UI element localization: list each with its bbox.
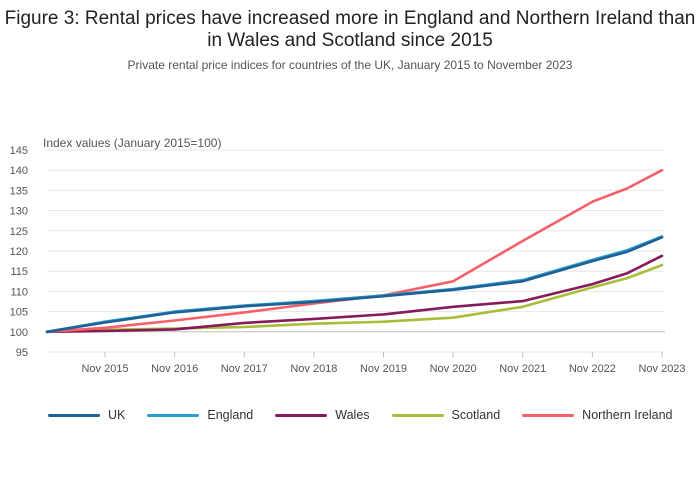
x-tick-label: Nov 2023 xyxy=(638,363,685,375)
chart-subtitle: Private rental price indices for countri… xyxy=(127,58,573,72)
y-axis-ticks: 95 100 105 110 115 120 125 130 135 140 145 xyxy=(10,145,28,359)
chart-title: Figure 3: Rental prices have increased m… xyxy=(4,8,696,51)
legend-item-scotland[interactable]: Scotland xyxy=(391,408,501,422)
y-tick-label: 95 xyxy=(16,347,28,359)
legend-swatch xyxy=(275,413,328,417)
series-line-uk xyxy=(45,236,664,334)
legend-swatch xyxy=(391,413,444,417)
legend-label: Northern Ireland xyxy=(582,408,673,422)
legend-label: Wales xyxy=(335,408,370,422)
x-axis-ticks: Nov 2015 Nov 2016 Nov 2017 Nov 2018 Nov 2019… xyxy=(81,352,686,375)
legend-label: Scotland xyxy=(451,408,501,422)
legend-item-uk[interactable]: UK xyxy=(48,408,125,422)
x-tick-label: Nov 2017 xyxy=(221,363,268,375)
legend-swatch xyxy=(147,413,200,417)
legend-item-northern-ireland[interactable]: Northern Ireland xyxy=(522,408,673,422)
y-tick-label: 120 xyxy=(10,246,28,258)
legend-swatch xyxy=(48,413,100,417)
legend-swatch xyxy=(522,413,575,417)
series-lines xyxy=(45,168,664,334)
y-tick-label: 100 xyxy=(10,327,28,339)
x-tick-label: Nov 2018 xyxy=(290,363,337,375)
legend-label: UK xyxy=(108,408,126,422)
y-tick-label: 105 xyxy=(10,307,28,319)
y-axis-label: Index values (January 2015=100) xyxy=(43,136,222,150)
legend-label: England xyxy=(207,408,254,422)
x-tick-label: Nov 2019 xyxy=(360,363,407,375)
x-tick-label: Nov 2022 xyxy=(569,363,616,375)
gridlines xyxy=(47,149,665,353)
y-tick-label: 115 xyxy=(10,266,28,278)
y-tick-label: 140 xyxy=(10,165,28,177)
y-tick-label: 145 xyxy=(10,145,28,157)
series-line-wales xyxy=(45,254,664,334)
y-tick-label: 135 xyxy=(10,185,28,197)
x-tick-label: Nov 2016 xyxy=(151,363,198,375)
line-chart: 95 100 105 110 115 120 125 130 135 140 145 Nov 201… xyxy=(10,145,686,375)
legend-item-wales[interactable]: Wales xyxy=(275,408,370,422)
x-tick-label: Nov 2020 xyxy=(430,363,477,375)
y-tick-label: 110 xyxy=(10,286,28,298)
y-tick-label: 130 xyxy=(10,206,28,218)
chart-legend: UK England Wales Scotland Northern Ireland xyxy=(48,408,695,422)
y-tick-label: 125 xyxy=(10,226,28,238)
x-tick-label: Nov 2021 xyxy=(499,363,546,375)
x-tick-label: Nov 2015 xyxy=(81,363,128,375)
legend-item-england[interactable]: England xyxy=(147,408,253,422)
